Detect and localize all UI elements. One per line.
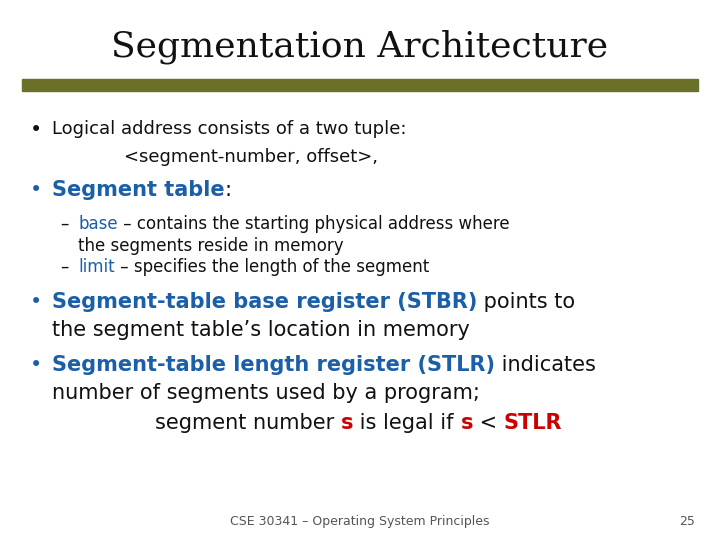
Text: points to: points to <box>477 292 575 312</box>
Text: <segment-number, offset>,: <segment-number, offset>, <box>52 148 378 166</box>
Text: 25: 25 <box>679 515 695 528</box>
Text: s: s <box>461 413 473 433</box>
Text: Logical address consists of a two tuple:: Logical address consists of a two tuple: <box>52 120 407 138</box>
Text: STLR: STLR <box>504 413 562 433</box>
Text: segment number: segment number <box>155 413 341 433</box>
Text: <: < <box>473 413 504 433</box>
Text: •: • <box>30 180 42 200</box>
Text: base: base <box>78 215 117 233</box>
Text: Segment-table base register (STBR): Segment-table base register (STBR) <box>52 292 477 312</box>
Text: •: • <box>30 120 42 140</box>
Text: •: • <box>30 355 42 375</box>
Text: the segments reside in memory: the segments reside in memory <box>78 237 343 255</box>
Text: number of segments used by a program;: number of segments used by a program; <box>52 383 480 403</box>
Text: – contains the starting physical address where: – contains the starting physical address… <box>117 215 509 233</box>
Text: :: : <box>225 180 232 200</box>
Text: –: – <box>60 258 68 276</box>
Text: indicates: indicates <box>495 355 596 375</box>
Text: the segment table’s location in memory: the segment table’s location in memory <box>52 320 470 340</box>
Text: is legal if: is legal if <box>354 413 461 433</box>
Bar <box>22 79 698 91</box>
Text: limit: limit <box>78 258 114 276</box>
Text: •: • <box>30 292 42 312</box>
Text: CSE 30341 – Operating System Principles: CSE 30341 – Operating System Principles <box>230 515 490 528</box>
Text: –: – <box>60 215 68 233</box>
Text: s: s <box>341 413 354 433</box>
Text: Segmentation Architecture: Segmentation Architecture <box>112 30 608 64</box>
Text: – specifies the length of the segment: – specifies the length of the segment <box>114 258 429 276</box>
Text: Segment-table length register (STLR): Segment-table length register (STLR) <box>52 355 495 375</box>
Text: Segment table: Segment table <box>52 180 225 200</box>
